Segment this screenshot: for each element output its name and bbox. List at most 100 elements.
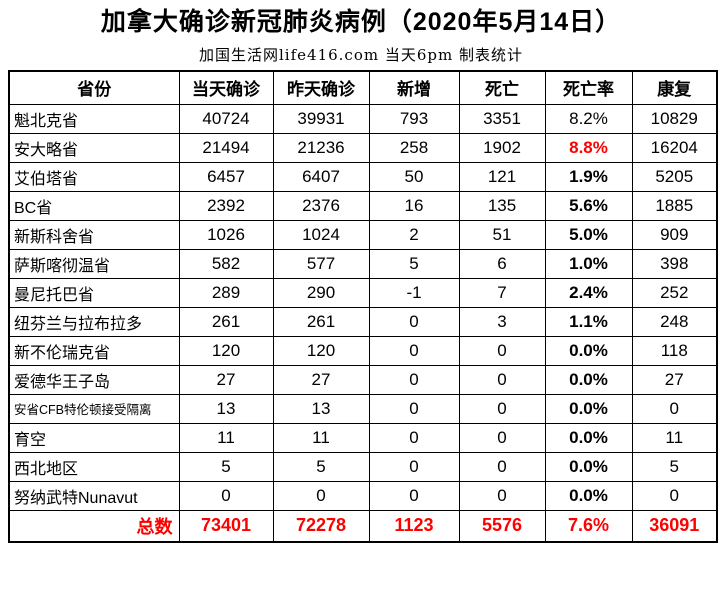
new-cases-cell: 0 — [368, 335, 460, 366]
province-cell: 安大略省 — [8, 132, 180, 163]
province-cell: 爱德华王子岛 — [8, 364, 180, 395]
table-row: 安大略省 21494 21236 258 1902 8.8% 16204 — [8, 132, 718, 163]
deaths-cell: 3351 — [458, 103, 546, 134]
yesterday-cell: 290 — [272, 277, 370, 308]
new-cases-cell: 2 — [368, 219, 460, 250]
table-body: 魁北克省 40724 39931 793 3351 8.2% 10829 安大略省 21494 2… — [8, 103, 718, 511]
new-cases-cell: 793 — [368, 103, 460, 134]
table-row: BC省 2392 2376 16 135 5.6% 1885 — [8, 190, 718, 221]
death-rate-cell: 8.8% — [544, 132, 633, 163]
death-rate-cell: 5.6% — [544, 190, 633, 221]
header-today-confirmed: 当天确诊 — [178, 70, 274, 105]
province-cell: 新不伦瑞克省 — [8, 335, 180, 366]
recovered-cell: 248 — [631, 306, 718, 337]
table-row: 安省CFB特伦顿接受隔离 13 13 0 0 0.0% 0 — [8, 393, 718, 424]
new-cases-cell: 0 — [368, 480, 460, 511]
new-cases-cell: 0 — [368, 451, 460, 482]
death-rate-cell: 0.0% — [544, 422, 633, 453]
new-cases-cell: 50 — [368, 161, 460, 192]
yesterday-cell: 261 — [272, 306, 370, 337]
yesterday-cell: 577 — [272, 248, 370, 279]
yesterday-cell: 39931 — [272, 103, 370, 134]
recovered-cell: 1885 — [631, 190, 718, 221]
table-row: 纽芬兰与拉布拉多 261 261 0 3 1.1% 248 — [8, 306, 718, 337]
deaths-cell: 7 — [458, 277, 546, 308]
deaths-cell: 0 — [458, 393, 546, 424]
header-deaths: 死亡 — [458, 70, 546, 105]
page-subtitle: 加国生活网life416.com 当天6pm 制表统计 — [199, 46, 523, 64]
today-cell: 5 — [178, 451, 274, 482]
new-cases-cell: 0 — [368, 393, 460, 424]
deaths-cell: 3 — [458, 306, 546, 337]
recovered-cell: 398 — [631, 248, 718, 279]
table-row: 曼尼托巴省 289 290 -1 7 2.4% 252 — [8, 277, 718, 308]
table-row: 新斯科舍省 1026 1024 2 51 5.0% 909 — [8, 219, 718, 250]
new-cases-cell: 0 — [368, 306, 460, 337]
death-rate-cell: 1.1% — [544, 306, 633, 337]
today-cell: 0 — [178, 480, 274, 511]
today-cell: 261 — [178, 306, 274, 337]
yesterday-cell: 27 — [272, 364, 370, 395]
table-row: 爱德华王子岛 27 27 0 0 0.0% 27 — [8, 364, 718, 395]
header-recovered: 康复 — [631, 70, 718, 105]
recovered-cell: 10829 — [631, 103, 718, 134]
recovered-cell: 0 — [631, 393, 718, 424]
today-cell: 120 — [178, 335, 274, 366]
recovered-cell: 252 — [631, 277, 718, 308]
new-cases-cell: 258 — [368, 132, 460, 163]
new-cases-cell: -1 — [368, 277, 460, 308]
today-cell: 582 — [178, 248, 274, 279]
table-row: 努纳武特Nunavut 0 0 0 0 0.0% 0 — [8, 480, 718, 511]
today-cell: 21494 — [178, 132, 274, 163]
header-yesterday-confirmed: 昨天确诊 — [272, 70, 370, 105]
new-cases-cell: 0 — [368, 422, 460, 453]
total-row: 总数 73401 72278 1123 5576 7.6% 36091 — [8, 509, 718, 543]
yesterday-cell: 0 — [272, 480, 370, 511]
yesterday-cell: 5 — [272, 451, 370, 482]
today-cell: 40724 — [178, 103, 274, 134]
deaths-cell: 135 — [458, 190, 546, 221]
deaths-cell: 0 — [458, 364, 546, 395]
recovered-cell: 118 — [631, 335, 718, 366]
total-today-confirmed: 73401 — [178, 509, 274, 543]
total-deaths: 5576 — [458, 509, 546, 543]
yesterday-cell: 6407 — [272, 161, 370, 192]
province-cell: 努纳武特Nunavut — [8, 480, 180, 511]
province-cell: BC省 — [8, 190, 180, 221]
table-row: 魁北克省 40724 39931 793 3351 8.2% 10829 — [8, 103, 718, 134]
province-cell: 纽芬兰与拉布拉多 — [8, 306, 180, 337]
death-rate-cell: 2.4% — [544, 277, 633, 308]
deaths-cell: 0 — [458, 451, 546, 482]
total-label: 总数 — [8, 509, 180, 543]
recovered-cell: 909 — [631, 219, 718, 250]
covid-stats-table: 省份 当天确诊 昨天确诊 新增 死亡 死亡率 康复 魁北克省 40724 39931… — [8, 70, 718, 543]
death-rate-cell: 0.0% — [544, 451, 633, 482]
recovered-cell: 11 — [631, 422, 718, 453]
table-header: 省份 当天确诊 昨天确诊 新增 死亡 死亡率 康复 — [8, 70, 718, 105]
recovered-cell: 0 — [631, 480, 718, 511]
total-recovered: 36091 — [631, 509, 718, 543]
header-death-rate: 死亡率 — [544, 70, 633, 105]
recovered-cell: 27 — [631, 364, 718, 395]
table-row: 艾伯塔省 6457 6407 50 121 1.9% 5205 — [8, 161, 718, 192]
today-cell: 2392 — [178, 190, 274, 221]
death-rate-cell: 1.0% — [544, 248, 633, 279]
province-cell: 安省CFB特伦顿接受隔离 — [8, 393, 180, 424]
table-row: 育空 11 11 0 0 0.0% 11 — [8, 422, 718, 453]
yesterday-cell: 1024 — [272, 219, 370, 250]
province-cell: 艾伯塔省 — [8, 161, 180, 192]
death-rate-cell: 0.0% — [544, 335, 633, 366]
new-cases-cell: 16 — [368, 190, 460, 221]
total-death-rate: 7.6% — [544, 509, 633, 543]
recovered-cell: 16204 — [631, 132, 718, 163]
table-footer: 总数 73401 72278 1123 5576 7.6% 36091 — [8, 509, 718, 543]
province-cell: 育空 — [8, 422, 180, 453]
today-cell: 13 — [178, 393, 274, 424]
table-row: 萨斯喀彻温省 582 577 5 6 1.0% 398 — [8, 248, 718, 279]
today-cell: 289 — [178, 277, 274, 308]
header-new-cases: 新增 — [368, 70, 460, 105]
today-cell: 11 — [178, 422, 274, 453]
province-cell: 曼尼托巴省 — [8, 277, 180, 308]
new-cases-cell: 5 — [368, 248, 460, 279]
deaths-cell: 0 — [458, 480, 546, 511]
